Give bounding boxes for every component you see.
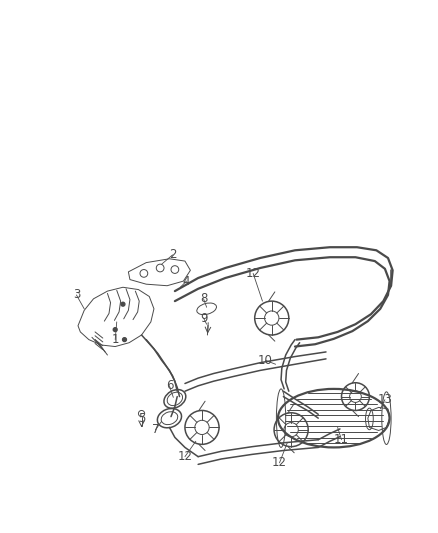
Text: 5: 5	[138, 411, 145, 425]
Text: 12: 12	[246, 267, 261, 280]
Text: 6: 6	[166, 379, 173, 392]
Text: 4: 4	[183, 274, 190, 288]
Text: 2: 2	[169, 248, 177, 261]
Text: 8: 8	[200, 292, 207, 305]
Text: 10: 10	[258, 354, 273, 367]
Text: 12: 12	[177, 450, 192, 463]
Text: 1: 1	[111, 333, 119, 346]
Text: 9: 9	[200, 312, 207, 325]
Text: 11: 11	[334, 433, 349, 446]
Circle shape	[123, 338, 127, 342]
Text: 12: 12	[272, 456, 287, 470]
Circle shape	[121, 302, 125, 306]
Text: 3: 3	[73, 288, 80, 302]
Text: 13: 13	[378, 393, 392, 406]
Text: 7: 7	[152, 423, 159, 436]
Circle shape	[113, 328, 117, 332]
